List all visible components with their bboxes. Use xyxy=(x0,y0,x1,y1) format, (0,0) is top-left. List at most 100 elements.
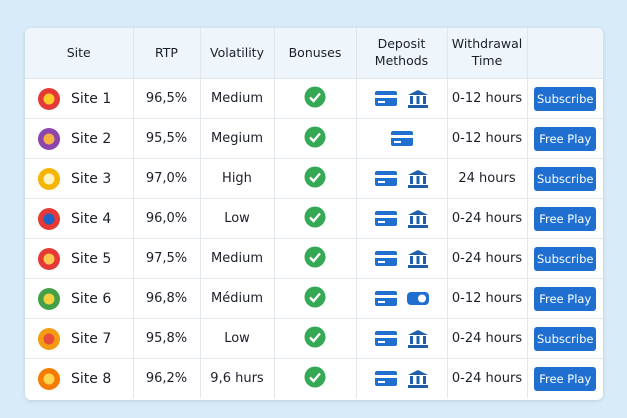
column-header: Deposit Methods xyxy=(356,28,448,79)
action-button[interactable]: Subscribe xyxy=(534,326,597,351)
withdrawal-time: 0-24 hours xyxy=(447,238,528,279)
table-row: Site 2 95,5% Megium 0-12 hours Free Play xyxy=(25,118,603,159)
volatility: Low xyxy=(200,318,275,359)
deposit-cell xyxy=(356,238,448,279)
table-row: Site 7 95,8% Low 0-24 hours Subscribe xyxy=(25,318,603,359)
site-cell: Site 8 xyxy=(25,358,134,398)
rtp: 95,5% xyxy=(133,118,201,159)
check-icon xyxy=(304,246,326,267)
column-header: Site xyxy=(25,28,134,79)
bonuses-cell xyxy=(274,78,357,119)
card-icon xyxy=(374,171,397,186)
site-name: Site 2 xyxy=(71,130,112,147)
button-cell: Subscribe xyxy=(527,318,603,359)
table-row: Site 3 97,0% High 24 hours Subscribe xyxy=(25,158,603,199)
table-row: Site 1 96,5% Medium 0-12 hours Subscribe xyxy=(25,78,603,119)
volatility: High xyxy=(200,158,275,199)
bonuses-cell xyxy=(274,358,357,398)
site-name: Site 3 xyxy=(71,170,112,187)
site-icon xyxy=(38,207,60,230)
deposit-cell xyxy=(356,358,448,398)
bonuses-cell xyxy=(274,198,357,239)
button-cell: Free Play xyxy=(527,118,603,159)
check-icon xyxy=(304,126,326,147)
table-row: Site 5 97,5% Medium 0-24 hours Subscribe xyxy=(25,238,603,279)
site-name: Site 4 xyxy=(71,210,112,227)
action-button[interactable]: Free Play xyxy=(534,366,597,391)
site-name: Site 1 xyxy=(71,90,112,107)
action-button[interactable]: Free Play xyxy=(534,126,597,151)
site-icon xyxy=(38,367,60,390)
site-icon xyxy=(38,127,60,150)
bank-icon xyxy=(407,250,428,268)
check-icon xyxy=(304,206,326,227)
header-row: Site RTP Volatility Bonuses Deposit Methods W… xyxy=(25,28,603,79)
site-icon xyxy=(38,87,60,110)
column-header-empty xyxy=(527,28,603,79)
site-cell: Site 7 xyxy=(25,318,134,359)
deposit-cell xyxy=(356,118,448,159)
deposit-cell xyxy=(356,78,448,119)
withdrawal-time: 0-24 hours xyxy=(447,358,528,398)
withdrawal-time: 24 hours xyxy=(447,158,528,199)
bank-icon xyxy=(407,170,428,188)
action-button[interactable]: Subscribe xyxy=(534,166,597,191)
bonuses-cell xyxy=(274,238,357,279)
bank-icon xyxy=(407,330,428,348)
card-icon xyxy=(374,91,397,106)
table-body: Site 1 96,5% Medium 0-12 hours Subscribe Site… xyxy=(25,78,603,399)
site-name: Site 5 xyxy=(71,250,112,267)
table-row: Site 6 96,8% Médium 0-12 hours Free Play xyxy=(25,278,603,319)
button-cell: Free Play xyxy=(527,359,603,399)
deposit-cell xyxy=(356,318,448,359)
volatility: Megium xyxy=(200,118,275,159)
column-header: Withdrawal Time xyxy=(447,28,528,79)
column-header: Bonuses xyxy=(274,28,357,79)
site-name: Site 8 xyxy=(71,370,112,387)
card-icon xyxy=(390,131,413,146)
button-cell: Free Play xyxy=(527,278,603,319)
deposit-cell xyxy=(356,158,448,199)
bonuses-cell xyxy=(274,158,357,199)
table-row: Site 8 96,2% 9,6 hurs 0-24 hours Free Play xyxy=(25,358,603,399)
column-header: Volatility xyxy=(200,28,275,79)
action-button[interactable]: Free Play xyxy=(534,206,597,231)
withdrawal-time: 0-24 hours xyxy=(447,198,528,239)
withdrawal-time: 0-12 hours xyxy=(447,118,528,159)
rtp: 95,8% xyxy=(133,318,201,359)
site-icon xyxy=(38,327,60,350)
toggle-icon xyxy=(406,292,429,305)
volatility: Medium xyxy=(200,78,275,119)
rtp: 97,5% xyxy=(133,238,201,279)
site-icon xyxy=(38,167,60,190)
deposit-cell xyxy=(356,278,448,319)
card-icon xyxy=(374,291,397,306)
bank-icon xyxy=(407,90,428,108)
card-icon xyxy=(374,371,397,386)
action-button[interactable]: Free Play xyxy=(534,286,597,311)
check-icon xyxy=(304,86,326,107)
site-cell: Site 2 xyxy=(25,118,134,159)
comparison-table: Site RTP Volatility Bonuses Deposit Methods W… xyxy=(25,28,603,398)
button-cell: Subscribe xyxy=(527,158,603,199)
card-icon xyxy=(374,331,397,346)
site-name: Site 6 xyxy=(71,290,112,307)
site-cell: Site 4 xyxy=(25,198,134,239)
volatility: Medium xyxy=(200,238,275,279)
withdrawal-time: 0-12 hours xyxy=(447,78,528,119)
rtp: 96,0% xyxy=(133,198,201,239)
card-icon xyxy=(374,211,397,226)
rtp: 96,8% xyxy=(133,278,201,319)
rtp: 96,2% xyxy=(133,358,201,398)
site-cell: Site 3 xyxy=(25,158,134,199)
table-row: Site 4 96,0% Low 0-24 hours Free Play xyxy=(25,198,603,239)
action-button[interactable]: Subscribe xyxy=(534,246,597,271)
table-card: Site RTP Volatility Bonuses Deposit Methods W… xyxy=(25,28,603,400)
site-cell: Site 5 xyxy=(25,238,134,279)
action-button[interactable]: Subscribe xyxy=(534,86,597,111)
site-name: Site 7 xyxy=(71,330,112,347)
rtp: 97,0% xyxy=(133,158,201,199)
deposit-cell xyxy=(356,198,448,239)
column-header: RTP xyxy=(133,28,201,79)
site-icon xyxy=(38,287,60,310)
